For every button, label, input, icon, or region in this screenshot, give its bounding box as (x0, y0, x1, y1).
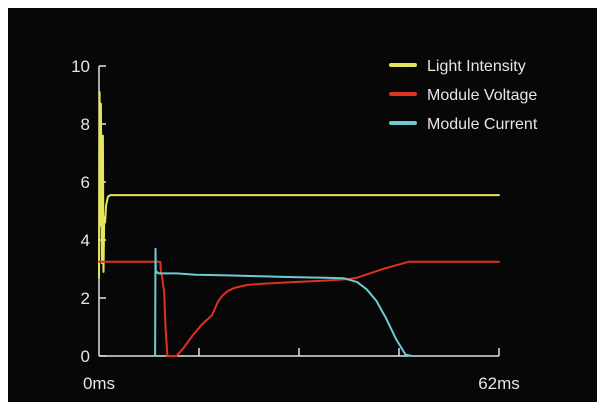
y-tick-label: 4 (81, 231, 90, 250)
series-line (154, 247, 413, 357)
legend-label: Light Intensity (427, 58, 526, 75)
chart-frame: 0 2 4 6 8 10 0ms 62ms Light Intensity Module Vol… (8, 8, 597, 402)
y-tick-label: 8 (81, 115, 90, 134)
y-tick-label: 0 (81, 347, 90, 366)
y-tick-label: 2 (81, 289, 90, 308)
series-line (98, 260, 500, 357)
line-chart: 0 2 4 6 8 10 0ms 62ms Light Intensity Module Vol… (71, 57, 538, 393)
series-line (98, 91, 500, 279)
x-tick-label: 62ms (478, 374, 520, 393)
x-tick-label: 0ms (83, 374, 115, 393)
y-tick-label: 10 (71, 57, 90, 76)
legend-label: Module Voltage (427, 87, 537, 104)
y-tick-label: 6 (81, 173, 90, 192)
legend-label: Module Current (427, 116, 538, 133)
